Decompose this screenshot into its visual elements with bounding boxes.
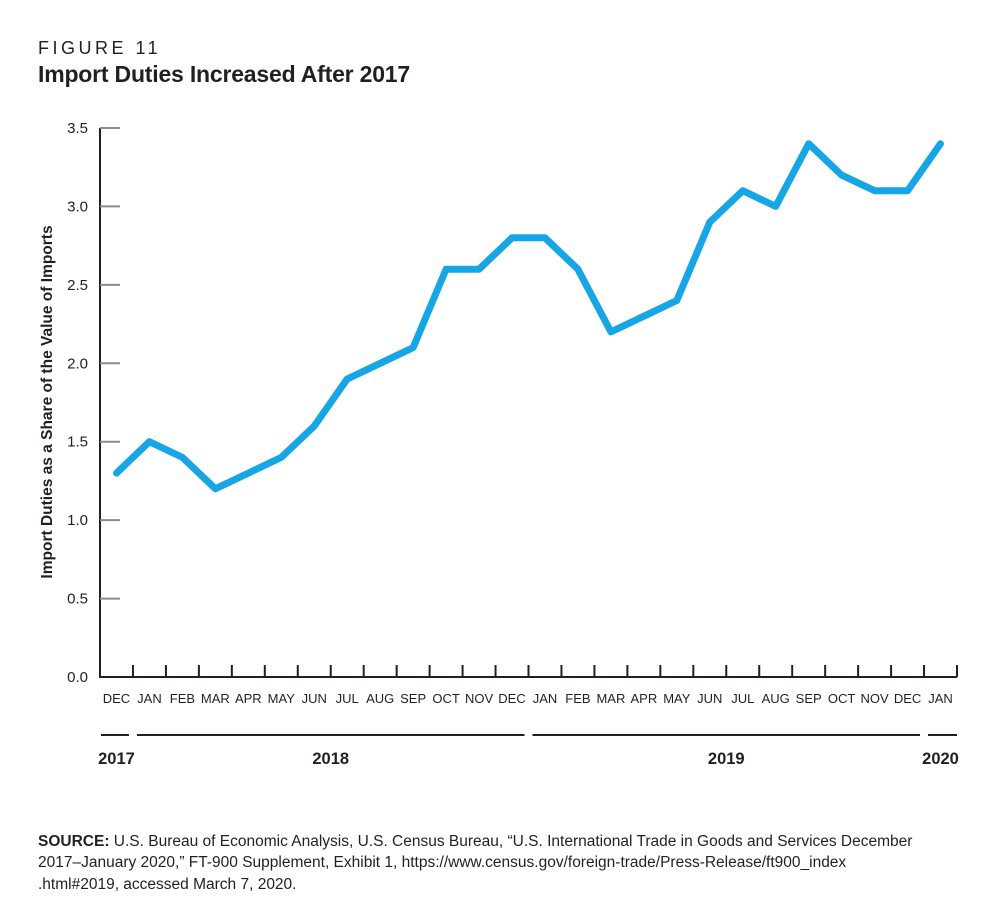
x-month-label: DEC <box>894 691 921 706</box>
x-month-label: JAN <box>533 691 558 706</box>
year-label: 2017 <box>98 750 135 768</box>
x-month-label: APR <box>630 691 657 706</box>
y-tick-label: 0.0 <box>67 669 88 686</box>
y-tick-label: 3.0 <box>67 198 88 215</box>
x-month-label: MAR <box>201 691 230 706</box>
x-month-label: DEC <box>103 691 130 706</box>
x-month-label: DEC <box>498 691 525 706</box>
figure-number-label: FIGURE 11 <box>38 38 162 58</box>
source-line: 2017–January 2020,” FT-900 Supplement, E… <box>38 854 847 871</box>
x-month-label: FEB <box>565 691 590 706</box>
figure-title: Import Duties Increased After 2017 <box>38 61 410 87</box>
source-label: SOURCE: <box>38 832 110 850</box>
x-month-label: NOV <box>861 691 890 706</box>
x-month-label: AUG <box>762 691 790 706</box>
year-label: 2020 <box>922 750 959 768</box>
year-label: 2018 <box>312 750 349 768</box>
y-tick-label: 0.5 <box>67 591 88 608</box>
x-month-label: NOV <box>465 691 494 706</box>
x-month-label: SEP <box>796 691 822 706</box>
y-tick-label: 2.5 <box>67 277 88 294</box>
x-month-label: APR <box>235 691 262 706</box>
year-label: 2019 <box>708 750 745 768</box>
x-month-label: JAN <box>137 691 162 706</box>
x-month-label: MAR <box>596 691 625 706</box>
source-line: U.S. Bureau of Economic Analysis, U.S. C… <box>113 832 913 850</box>
x-month-label: JUL <box>336 691 359 706</box>
y-tick-label: 1.5 <box>67 434 88 451</box>
source-line: .html#2019, accessed March 7, 2020. <box>38 875 297 893</box>
import-duties-series-line <box>113 140 944 493</box>
x-month-label: MAY <box>663 691 691 706</box>
x-month-label: MAY <box>268 691 296 706</box>
x-month-label: FEB <box>170 691 195 706</box>
x-month-label: OCT <box>828 691 856 706</box>
x-month-label: SEP <box>400 691 426 706</box>
x-month-label: JUN <box>302 691 327 706</box>
x-month-label: JAN <box>928 691 953 706</box>
y-tick-label: 2.0 <box>67 355 88 372</box>
x-month-label: AUG <box>366 691 394 706</box>
x-month-label: JUN <box>697 691 722 706</box>
y-tick-label: 3.5 <box>67 120 88 137</box>
source-note: SOURCE: U.S. Bureau of Economic Analysis… <box>38 831 973 896</box>
x-month-label: JUL <box>731 691 754 706</box>
x-month-label: OCT <box>432 691 460 706</box>
y-axis-title: Import Duties as a Share of the Value of… <box>39 225 56 578</box>
y-tick-label: 1.0 <box>67 512 88 529</box>
